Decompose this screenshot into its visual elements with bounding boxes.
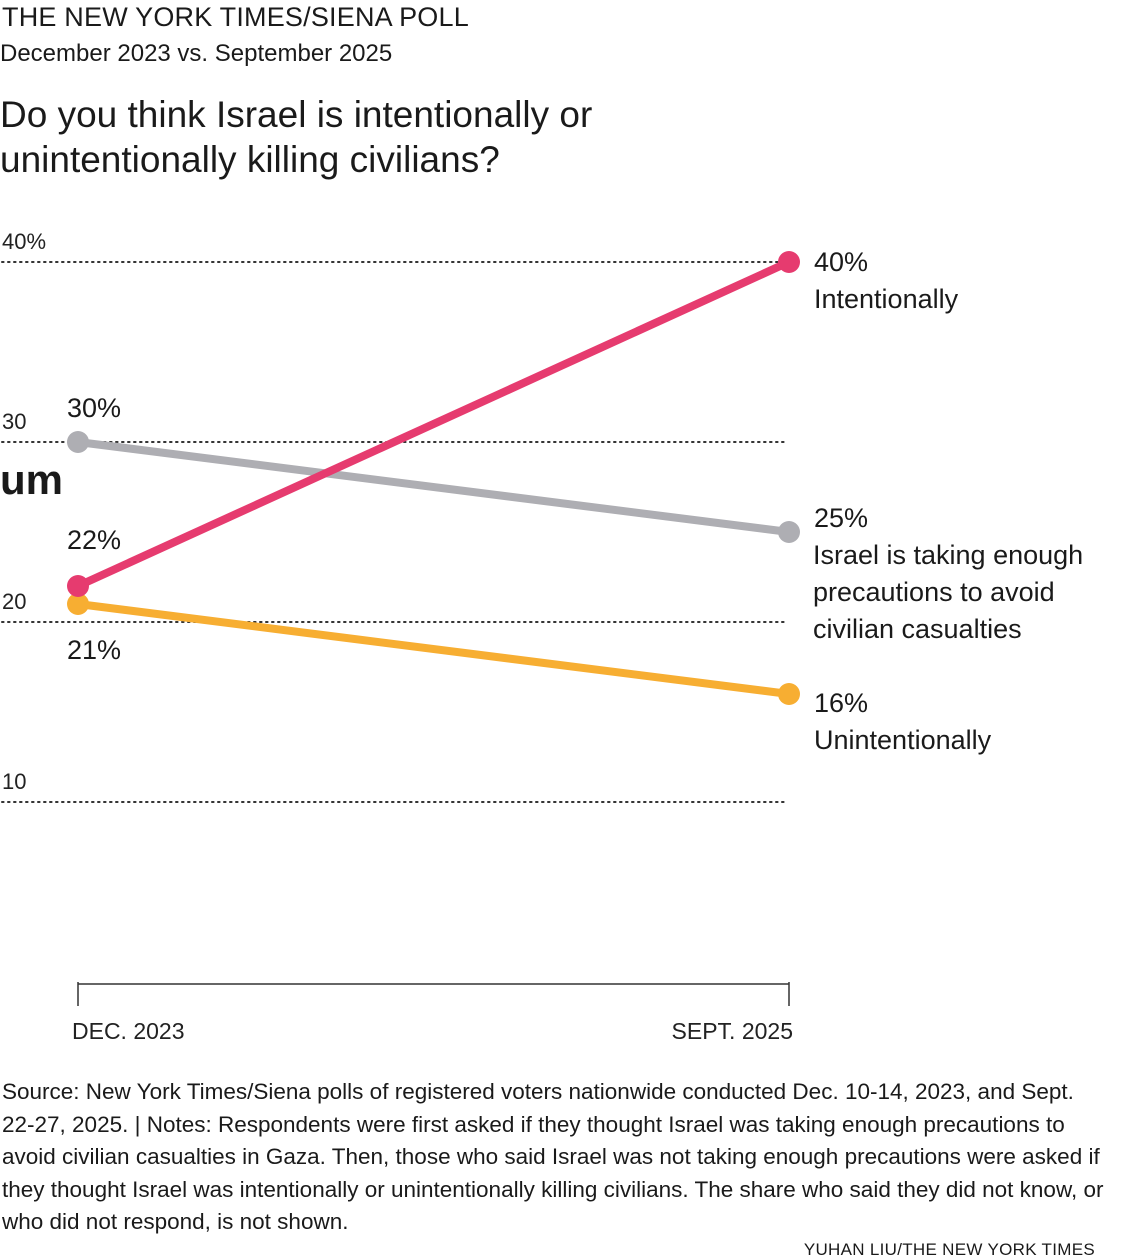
data-label: 30% <box>67 393 121 423</box>
x-tick-label: DEC. 2023 <box>72 1018 185 1044</box>
credit: YUHAN LIU/THE NEW YORK TIMES <box>803 1240 1095 1259</box>
series-name-label: Israel is taking enough <box>813 540 1083 570</box>
series-name-label: precautions to avoid <box>813 577 1055 607</box>
series-name-label: civilian casualties <box>813 614 1022 644</box>
line-chart: 40% 30 20 10 DEC. 2023 SEPT. 2025 30% 22% 21% 4… <box>1 229 1083 1044</box>
data-label: 25% <box>814 503 868 533</box>
kicker: THE NEW YORK TIMES/SIENA POLL <box>2 2 469 32</box>
series-name-label: Intentionally <box>814 284 959 314</box>
y-tick-label: 30 <box>2 409 26 434</box>
chart-question: Do you think Israel is intentionally or … <box>0 94 593 180</box>
subhead: December 2023 vs. September 2025 <box>0 40 393 67</box>
data-point <box>67 593 89 615</box>
data-point <box>67 431 89 453</box>
data-label: 40% <box>814 247 868 277</box>
series-line <box>74 258 793 590</box>
data-label: 22% <box>67 525 121 555</box>
source-note: Source: New York Times/Siena polls of re… <box>2 1079 1104 1234</box>
y-tick-label: 40% <box>2 229 46 254</box>
y-tick-label: 10 <box>2 769 26 794</box>
x-tick-label: SEPT. 2025 <box>672 1018 793 1044</box>
data-point <box>778 683 800 705</box>
data-labels: 30% 22% 21% 40% Intentionally 25% Israel is ta… <box>67 247 1083 755</box>
x-axis: DEC. 2023 SEPT. 2025 <box>72 982 793 1044</box>
x-axis-bracket <box>77 982 790 1006</box>
data-point <box>778 251 800 273</box>
data-label: 21% <box>67 635 121 665</box>
series-line <box>74 600 793 698</box>
y-tick-label: 20 <box>2 589 26 614</box>
data-point <box>67 575 89 597</box>
data-point <box>778 521 800 543</box>
series-name-label: Unintentionally <box>814 725 992 755</box>
series-lines <box>67 251 800 705</box>
series-line <box>74 438 793 536</box>
stray-text: um <box>0 456 63 503</box>
data-label: 16% <box>814 688 868 718</box>
